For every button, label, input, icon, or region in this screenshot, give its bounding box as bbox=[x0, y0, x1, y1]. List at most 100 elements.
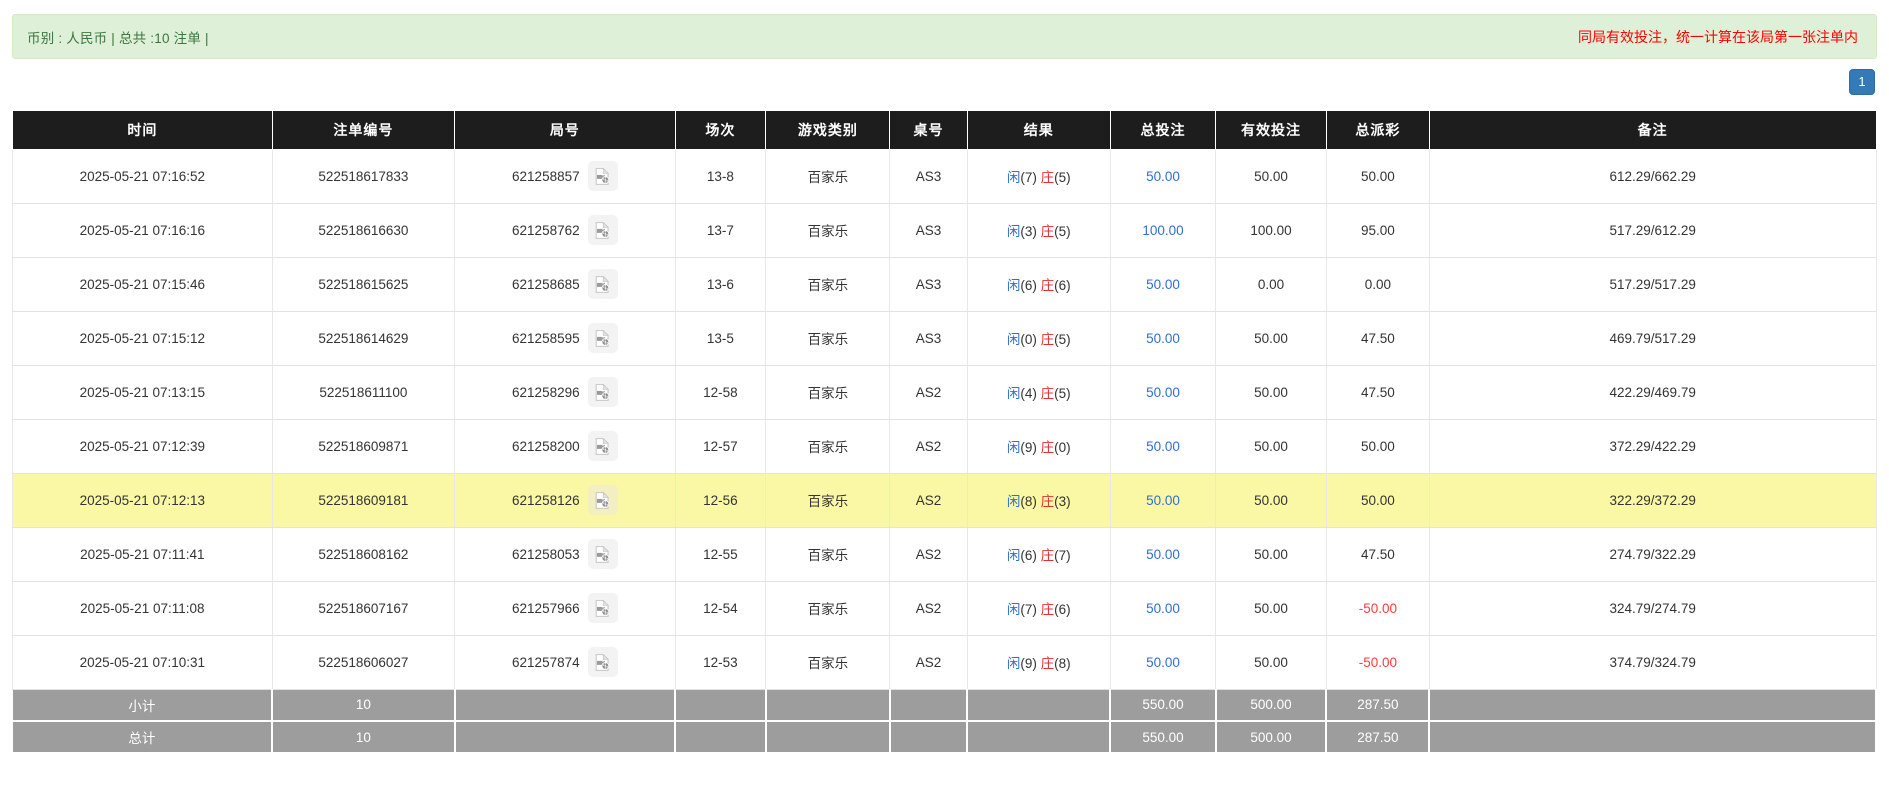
table-row[interactable]: 2025-05-21 07:12:13 522518609181 621258126… bbox=[12, 473, 1877, 528]
cell-bet-no: 522518608162 bbox=[272, 527, 456, 582]
round-no-text: 621258126 bbox=[512, 492, 580, 508]
cell-remark: 324.79/274.79 bbox=[1429, 581, 1877, 636]
column-header-payout: 总派彩 bbox=[1325, 111, 1430, 150]
video-replay-icon[interactable] bbox=[587, 647, 618, 677]
cell-payout: 50.00 bbox=[1326, 419, 1430, 474]
result-banker-value: (6) bbox=[1054, 278, 1071, 293]
cell-bet-no: 522518607167 bbox=[272, 581, 456, 636]
cell-game-type: 百家乐 bbox=[765, 257, 891, 312]
video-replay-icon[interactable] bbox=[587, 323, 618, 353]
cell-round-no: 621258053 bbox=[454, 527, 676, 582]
result-player-value: (3) bbox=[1020, 224, 1037, 239]
table-row[interactable]: 2025-05-21 07:11:08 522518607167 621257966… bbox=[12, 581, 1877, 636]
column-header-shift: 场次 bbox=[674, 111, 767, 150]
round-no-text: 621258762 bbox=[512, 222, 580, 238]
round-no-text: 621258296 bbox=[512, 384, 580, 400]
cell-remark: 374.79/324.79 bbox=[1429, 635, 1877, 690]
summary-blank-game-type bbox=[765, 721, 891, 754]
video-replay-icon[interactable] bbox=[587, 377, 618, 407]
table-row[interactable]: 2025-05-21 07:16:52 522518617833 621258857… bbox=[12, 149, 1877, 204]
cell-result: 闲(6) 庄(6) bbox=[967, 257, 1111, 312]
video-replay-icon[interactable] bbox=[587, 161, 618, 191]
cell-total-bet[interactable]: 50.00 bbox=[1110, 473, 1217, 528]
cell-result: 闲(8) 庄(3) bbox=[967, 473, 1111, 528]
result-banker-label: 庄 bbox=[1040, 440, 1055, 455]
video-replay-icon[interactable] bbox=[587, 485, 618, 515]
table-row[interactable]: 2025-05-21 07:15:46 522518615625 621258685… bbox=[12, 257, 1877, 312]
cell-result: 闲(9) 庄(0) bbox=[967, 419, 1111, 474]
cell-shift: 13-5 bbox=[675, 311, 767, 366]
page-button-1[interactable]: 1 bbox=[1849, 69, 1875, 95]
cell-valid-bet: 50.00 bbox=[1215, 311, 1327, 366]
summary-total-bet: 550.00 bbox=[1110, 689, 1217, 722]
summary-blank-remark bbox=[1429, 689, 1877, 722]
cell-payout: -50.00 bbox=[1326, 635, 1430, 690]
result-banker-value: (6) bbox=[1054, 602, 1071, 617]
summary-row: 小计 10 550.00 500.00 287.50 bbox=[12, 689, 1877, 722]
summary-label: 总计 bbox=[12, 721, 274, 754]
pagination: 1 bbox=[0, 69, 1875, 99]
cell-total-bet[interactable]: 100.00 bbox=[1110, 203, 1217, 258]
cell-payout: -50.00 bbox=[1326, 581, 1430, 636]
column-header-valid-bet: 有效投注 bbox=[1215, 111, 1327, 150]
summary-blank-table-no bbox=[889, 689, 969, 722]
cell-time: 2025-05-21 07:13:15 bbox=[12, 365, 273, 420]
summary-blank-result bbox=[967, 721, 1112, 754]
cell-valid-bet: 50.00 bbox=[1215, 473, 1327, 528]
cell-bet-no: 522518614629 bbox=[272, 311, 456, 366]
video-replay-icon[interactable] bbox=[587, 215, 618, 245]
table-row[interactable]: 2025-05-21 07:15:12 522518614629 621258595… bbox=[12, 311, 1877, 366]
cell-round-no: 621258685 bbox=[454, 257, 676, 312]
video-replay-icon[interactable] bbox=[587, 269, 618, 299]
cell-bet-no: 522518609871 bbox=[272, 419, 456, 474]
result-player-label: 闲 bbox=[1006, 548, 1021, 563]
result-player-value: (8) bbox=[1020, 494, 1037, 509]
cell-total-bet[interactable]: 50.00 bbox=[1110, 581, 1217, 636]
cell-time: 2025-05-21 07:11:41 bbox=[12, 527, 273, 582]
table-row[interactable]: 2025-05-21 07:12:39 522518609871 621258200… bbox=[12, 419, 1877, 474]
cell-total-bet[interactable]: 50.00 bbox=[1110, 635, 1217, 690]
result-player-value: (9) bbox=[1020, 440, 1037, 455]
video-replay-icon[interactable] bbox=[587, 539, 618, 569]
result-player-value: (9) bbox=[1020, 656, 1037, 671]
cell-total-bet[interactable]: 50.00 bbox=[1110, 257, 1217, 312]
cell-game-type: 百家乐 bbox=[765, 527, 891, 582]
cell-total-bet[interactable]: 50.00 bbox=[1110, 365, 1217, 420]
column-header-total-bet: 总投注 bbox=[1109, 111, 1217, 150]
cell-remark: 612.29/662.29 bbox=[1429, 149, 1877, 204]
cell-remark: 517.29/612.29 bbox=[1429, 203, 1877, 258]
round-no-text: 621257874 bbox=[512, 654, 580, 670]
result-player-label: 闲 bbox=[1006, 440, 1021, 455]
table-body: 2025-05-21 07:16:52 522518617833 621258857… bbox=[12, 149, 1877, 690]
cell-game-type: 百家乐 bbox=[765, 365, 891, 420]
cell-remark: 517.29/517.29 bbox=[1429, 257, 1877, 312]
cell-time: 2025-05-21 07:12:13 bbox=[12, 473, 273, 528]
result-banker-value: (0) bbox=[1054, 440, 1071, 455]
result-banker-label: 庄 bbox=[1040, 386, 1055, 401]
result-banker-label: 庄 bbox=[1040, 170, 1055, 185]
column-header-time: 时间 bbox=[12, 111, 273, 150]
cell-bet-no: 522518611100 bbox=[272, 365, 456, 420]
table-row[interactable]: 2025-05-21 07:10:31 522518606027 621257874… bbox=[12, 635, 1877, 690]
column-header-round-no: 局号 bbox=[454, 111, 676, 150]
cell-shift: 13-6 bbox=[675, 257, 767, 312]
table-row[interactable]: 2025-05-21 07:11:41 522518608162 621258053… bbox=[12, 527, 1877, 582]
cell-table-no: AS2 bbox=[889, 581, 968, 636]
result-banker-label: 庄 bbox=[1040, 278, 1055, 293]
cell-total-bet[interactable]: 50.00 bbox=[1110, 527, 1217, 582]
table-header-row: 时间 注单编号 局号 场次 游戏类别 桌号 结果 总投注 有效投注 总派彩 备注 bbox=[12, 111, 1877, 150]
table-row[interactable]: 2025-05-21 07:16:16 522518616630 621258762… bbox=[12, 203, 1877, 258]
cell-total-bet[interactable]: 50.00 bbox=[1110, 311, 1217, 366]
cell-result: 闲(7) 庄(6) bbox=[967, 581, 1111, 636]
result-player-label: 闲 bbox=[1006, 494, 1021, 509]
cell-total-bet[interactable]: 50.00 bbox=[1110, 149, 1217, 204]
cell-table-no: AS2 bbox=[889, 635, 968, 690]
video-replay-icon[interactable] bbox=[587, 431, 618, 461]
cell-total-bet[interactable]: 50.00 bbox=[1110, 419, 1217, 474]
cell-remark: 322.29/372.29 bbox=[1429, 473, 1877, 528]
summary-row: 总计 10 550.00 500.00 287.50 bbox=[12, 721, 1877, 754]
round-no-text: 621258053 bbox=[512, 546, 580, 562]
table-row[interactable]: 2025-05-21 07:13:15 522518611100 621258296… bbox=[12, 365, 1877, 420]
video-replay-icon[interactable] bbox=[587, 593, 618, 623]
summary-blank-table-no bbox=[889, 721, 969, 754]
